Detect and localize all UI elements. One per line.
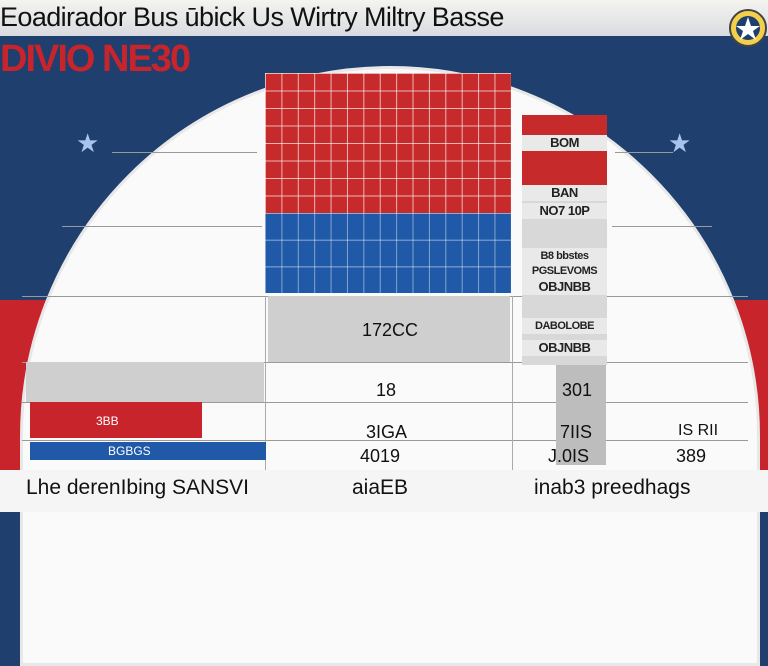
row2-left-value: 3BB (96, 414, 119, 428)
column-label: DABOLOBE (522, 318, 607, 334)
blue-grid-block (265, 213, 511, 293)
row2-right-value: IS RII (678, 422, 719, 439)
column-red-block (522, 115, 607, 193)
column-strip (556, 365, 606, 465)
row3-right-value: 389 (676, 446, 707, 466)
panel-value: 172CC (362, 320, 419, 340)
row1-right-value: 301 (562, 380, 593, 400)
column-label: PGSLEVOMS (522, 263, 607, 279)
grid-line (22, 362, 748, 363)
column-label: B8 bbstes (522, 248, 607, 264)
row2-col-value: 7IIS (560, 422, 593, 442)
page-title: Eoadirador Bus ūbick Us Wirtry Miltry Ba… (0, 2, 504, 32)
label-column: BOM BAN NO7 10P B8 bbstes PGSLEVOMS OBJN… (522, 115, 607, 365)
row3-col-value: J.0IS (548, 446, 590, 466)
grid-line (22, 402, 748, 403)
star-icon: ★ (76, 128, 100, 158)
column-label: BOM (522, 135, 607, 151)
subtitle-band (0, 36, 230, 82)
grid-line (615, 152, 673, 153)
column-label: NO7 10P (522, 203, 607, 219)
red-grid-block (265, 73, 511, 213)
grid-line (512, 296, 513, 470)
gray-bar (26, 362, 264, 402)
grid-line (112, 152, 257, 153)
grid-line (265, 296, 266, 470)
footer-band (0, 470, 768, 512)
row2-mid-value: 3IGA (366, 422, 408, 442)
row3-mid-value: 4019 (360, 446, 401, 466)
column-label: OBJNBB (522, 279, 607, 295)
emblem-icon (729, 9, 767, 47)
column-label: BAN (522, 185, 607, 201)
blue-bar (30, 442, 266, 460)
footer-right: inab3 preedhags (534, 476, 691, 499)
row1-mid-value: 18 (376, 380, 397, 400)
footer-left: Lhe derenIbing SANSVI (26, 476, 249, 499)
column-label: OBJNBB (522, 340, 607, 356)
footer-mid: aiaEB (352, 476, 409, 499)
grid-line (62, 226, 262, 227)
header-band (0, 0, 768, 36)
grid-line (612, 226, 712, 227)
grid-line (22, 440, 748, 441)
star-icon: ★ (668, 128, 692, 158)
red-bar (30, 402, 202, 438)
gray-panel (268, 296, 510, 362)
row3-left-value: BGBGS (108, 444, 151, 458)
division-label: DIVIO NE30 (0, 38, 191, 80)
